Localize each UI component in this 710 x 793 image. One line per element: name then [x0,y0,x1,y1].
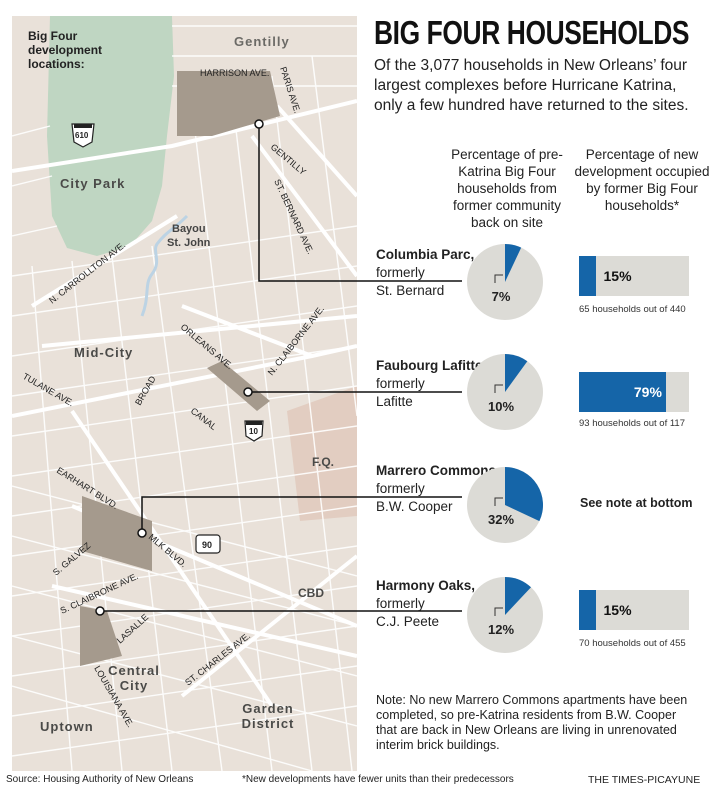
marker-lafitte [243,387,253,397]
label-city-park: City Park [60,176,125,191]
label-garden-line1: Garden [242,701,294,716]
row-label-lafitte: Faubourg Lafitte, formerly Lafitte [376,357,486,411]
row-name: Harmony Oaks, [376,578,476,593]
label-i10: 10 [249,427,258,436]
label-bayou: Bayou St. John [167,223,211,249]
bar-harmony [579,590,596,630]
row-label-marrero: Marrero Commons, formerly B.W. Cooper [376,462,500,516]
interstate-10-shield [244,420,264,442]
interstate-610-shield [71,123,95,148]
city-park-area [47,16,174,256]
label-bayou-line2: St. John [167,237,211,249]
label-mid-city: Mid-City [74,345,133,360]
marker-harmony [95,606,105,616]
label-us90: 90 [202,540,212,550]
label-fq: F.Q. [312,455,334,469]
minor-streets [12,25,357,771]
pie-pointer-marrero [494,497,503,506]
bar-track-harmony: 15% [579,590,689,630]
label-garden-line2: District [242,716,295,731]
bar-label-harmony: 15% [603,602,632,618]
row-formerly: formerly [376,376,425,391]
column-header-occupied: Percentage of new development occupied b… [574,147,710,213]
row-old-name: St. Bernard [376,283,445,298]
bar-note-harmony: 70 households out of 455 [579,638,686,649]
marker-marrero [137,528,147,538]
row-label-columbia: Columbia Parc, formerly St. Bernard [376,246,474,300]
row-old-name: C.J. Peete [376,614,440,629]
bar-lafitte [579,372,666,412]
label-central-city-line2: City [120,678,149,693]
row-name: Faubourg Lafitte, [376,358,487,373]
bayou-st-john [140,214,189,317]
label-garden-district: Garden District [242,701,295,731]
leader-marrero [141,496,462,533]
row-formerly: formerly [376,481,425,496]
us-90-shield [195,534,221,554]
bar-columbia [579,256,596,296]
column-header-returned: Percentage of pre-Katrina Big Four house… [451,147,563,230]
footnote: *New developments have fewer units than … [242,774,514,785]
bar-note-lafitte: 93 households out of 117 [579,418,685,429]
see-note-label: See note at bottom [580,496,693,510]
row-formerly: formerly [376,265,425,280]
development-harmony-oaks [80,606,122,666]
label-harrison: HARRISON AVE. [200,68,269,78]
development-columbia-parc [177,71,280,136]
bar-track-lafitte: 79% [579,372,689,412]
development-marrero-commons [82,496,152,571]
leader-columbia [258,124,462,282]
row-name: Marrero Commons, [376,463,500,478]
row-formerly: formerly [376,596,425,611]
pie-label-harmony: 12% [488,622,514,637]
pie-pointer-columbia [494,274,503,283]
row-label-harmony: Harmony Oaks, formerly C.J. Peete [376,577,475,631]
map: Big Four development locations: Gentilly H… [12,16,357,771]
major-roads [12,99,357,708]
pie-label-marrero: 32% [488,512,514,527]
pie-label-lafitte: 10% [488,399,514,414]
row-old-name: Lafitte [376,394,413,409]
map-legend-line-3: locations: [28,57,85,71]
label-central-city: Central City [108,663,160,693]
label-bayou-line1: Bayou [172,223,206,235]
label-610: 610 [75,131,89,140]
marker-columbia [254,119,264,129]
development-faubourg-lafitte [207,361,270,411]
bar-label-columbia: 15% [603,268,632,284]
row-old-name: B.W. Cooper [376,499,453,514]
pie-pointer-harmony [494,607,503,616]
row-name: Columbia Parc, [376,247,475,262]
pie-slice-marrero [505,467,543,522]
label-uptown: Uptown [40,719,94,734]
french-quarter-area [287,386,357,521]
label-cbd: CBD [298,586,324,600]
map-legend-title: Big Four development locations: [28,29,102,71]
publisher-credit: THE TIMES-PICAYUNE [588,774,701,786]
bar-label-lafitte: 79% [633,384,662,400]
label-central-city-line1: Central [108,663,160,678]
bottom-note: Note: No new Marrero Commons apartments … [376,693,688,752]
pie-slice-harmony [505,577,532,615]
label-gentilly-area: Gentilly [234,34,290,49]
source-credit: Source: Housing Authority of New Orleans [6,774,194,785]
page-title: BIG FOUR HOUSEHOLDS [374,14,690,51]
pie-pointer-lafitte [494,384,503,393]
pie-slice-columbia [505,244,522,282]
map-legend-line-2: development [28,43,102,57]
pie-label-columbia: 7% [492,289,511,304]
page-subtitle: Of the 3,077 households in New Orleans’ … [374,57,689,114]
pie-slice-lafitte [505,354,528,392]
bar-note-columbia: 65 households out of 440 [579,304,686,315]
bar-track-columbia: 15% [579,256,689,296]
map-legend-line-1: Big Four [28,29,78,43]
